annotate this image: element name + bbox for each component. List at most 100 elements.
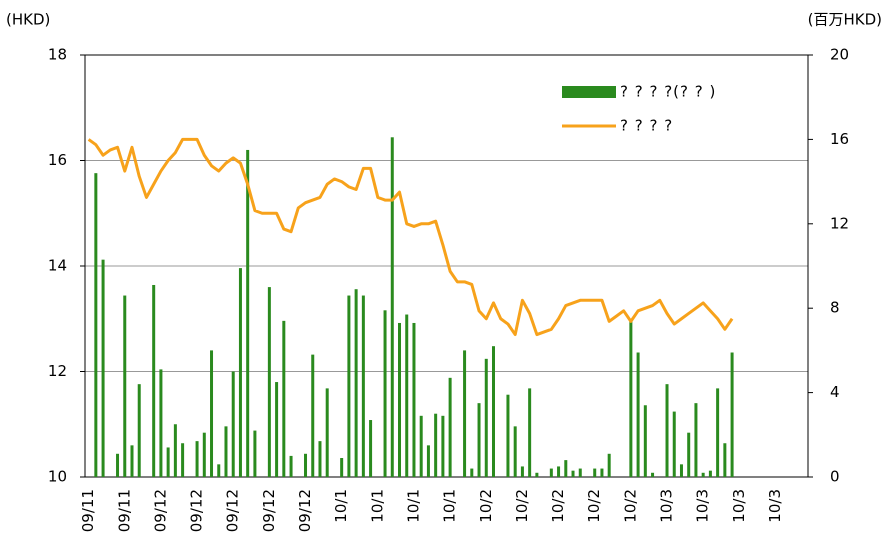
bar <box>578 468 582 477</box>
x-tick-label: 09/11 <box>115 489 133 532</box>
bar <box>708 470 712 477</box>
bar <box>448 377 452 477</box>
bar <box>246 149 250 477</box>
y2-tick-label: 4 <box>830 383 840 401</box>
bar <box>152 284 156 477</box>
bar <box>679 464 683 477</box>
bar <box>282 320 286 477</box>
bar <box>267 287 271 477</box>
bar <box>166 447 170 477</box>
bar <box>173 424 177 477</box>
y2-tick-label: 8 <box>830 299 840 317</box>
x-tick-label: 10/1 <box>404 489 422 523</box>
y2-tick-label: 0 <box>830 468 840 486</box>
x-tick-label: 10/2 <box>621 489 639 523</box>
bar <box>643 405 647 477</box>
bar <box>549 468 553 477</box>
bar <box>557 466 561 477</box>
x-tick-label: 10/3 <box>658 489 676 523</box>
bar <box>101 259 105 477</box>
y2-tick-label: 12 <box>830 214 849 232</box>
bar <box>636 352 640 477</box>
y-tick-label: 10 <box>48 468 67 486</box>
x-tick-label: 10/3 <box>766 489 784 523</box>
y-tick-label: 18 <box>48 46 67 64</box>
bar <box>224 426 228 477</box>
y-tick-label: 16 <box>48 151 67 169</box>
bar <box>231 371 235 477</box>
bar <box>116 453 120 477</box>
bar <box>600 468 604 477</box>
y2-tick-label: 20 <box>830 46 849 64</box>
bar <box>238 268 242 477</box>
bar <box>520 466 524 477</box>
bar <box>390 137 394 478</box>
bar <box>629 318 633 477</box>
bar <box>253 430 257 477</box>
bar <box>94 173 98 477</box>
x-tick-label: 10/3 <box>694 489 712 523</box>
bar <box>665 384 669 477</box>
line <box>87 137 734 337</box>
y2-axis-label: (百万HKD) <box>808 11 882 29</box>
x-tick-label: 10/1 <box>441 489 459 523</box>
bar <box>426 445 430 477</box>
bar <box>571 470 575 477</box>
y-axis-label: (HKD) <box>6 11 50 29</box>
bar <box>289 455 293 477</box>
bar <box>383 310 387 477</box>
bar <box>470 468 474 477</box>
y-tick-label: 14 <box>48 257 67 275</box>
bar <box>687 432 691 477</box>
bar <box>701 472 705 477</box>
bar <box>723 443 727 477</box>
bar <box>340 458 344 477</box>
bar <box>564 460 568 477</box>
bar <box>318 441 322 477</box>
y2-tick-label: 16 <box>830 130 849 148</box>
x-tick-label: 10/2 <box>513 489 531 523</box>
x-tick-label: 09/12 <box>260 489 278 532</box>
legend-swatch <box>562 86 616 98</box>
bar <box>513 426 517 477</box>
bar <box>137 384 141 477</box>
bar <box>130 445 134 477</box>
bar <box>730 352 734 477</box>
bar <box>123 295 127 477</box>
bar <box>202 432 206 477</box>
x-tick-label: 09/12 <box>296 489 314 532</box>
bar <box>311 354 315 477</box>
bar <box>477 403 481 477</box>
bar <box>210 350 214 477</box>
x-tick-label: 09/11 <box>79 489 97 532</box>
bar <box>412 322 416 477</box>
bar <box>463 350 467 477</box>
x-tick-label: 09/12 <box>188 489 206 532</box>
bar <box>484 358 488 477</box>
bar <box>607 453 611 477</box>
plot-border <box>84 54 809 478</box>
bar <box>528 388 532 477</box>
bar <box>716 388 720 477</box>
bar <box>369 420 373 477</box>
bar <box>405 314 409 477</box>
bar <box>398 322 402 477</box>
bar <box>159 369 163 477</box>
bar <box>347 295 351 477</box>
bar <box>535 472 539 477</box>
bar <box>694 403 698 477</box>
bar <box>325 388 329 477</box>
bar <box>491 346 495 477</box>
x-tick-label: 09/12 <box>151 489 169 532</box>
bar <box>354 289 358 477</box>
bar <box>419 415 423 477</box>
x-tick-label: 10/1 <box>368 489 386 523</box>
x-tick-label: 10/2 <box>549 489 567 523</box>
x-tick-label: 10/2 <box>585 489 603 523</box>
x-tick-label: 10/2 <box>477 489 495 523</box>
bar <box>181 443 185 477</box>
y-tick-label: 12 <box>48 362 67 380</box>
bar <box>593 468 597 477</box>
bar <box>304 453 308 477</box>
